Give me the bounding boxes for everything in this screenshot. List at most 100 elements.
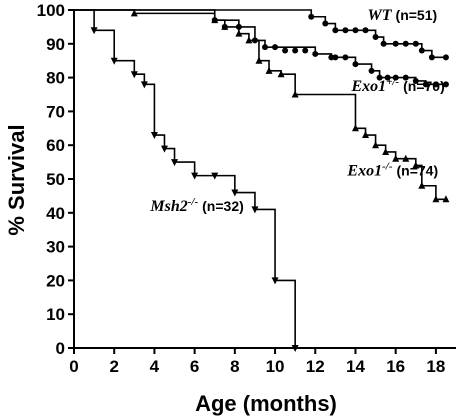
data-point [382, 147, 390, 155]
data-point [262, 44, 268, 51]
data-point [376, 74, 383, 81]
series-genotype-sup: -/- [188, 196, 199, 208]
data-point [211, 172, 219, 180]
data-point [160, 145, 168, 153]
x-tick-label: 18 [426, 357, 445, 376]
data-point [392, 74, 399, 81]
data-point [130, 71, 138, 79]
data-point [90, 27, 98, 35]
series-name: Exo1 [346, 163, 382, 180]
x-tick-label: 8 [230, 357, 239, 376]
series-name: Exo1 [350, 78, 386, 95]
data-point [191, 172, 199, 180]
data-point [277, 70, 285, 78]
series-2 [74, 9, 450, 203]
series-3 [74, 9, 299, 352]
data-point [372, 141, 380, 149]
y-tick-label: 50 [46, 170, 65, 189]
data-point [362, 27, 369, 34]
series-label: Exo1-/- (n=74) [346, 161, 438, 180]
data-point [352, 27, 359, 34]
data-point [245, 36, 253, 44]
y-tick-label: 100 [37, 1, 65, 20]
series-count: (n=51) [396, 7, 438, 23]
data-point [392, 154, 400, 162]
data-point [308, 13, 315, 20]
y-tick-label: 40 [46, 204, 65, 223]
data-point [231, 189, 239, 197]
series-name: Msh2 [149, 198, 187, 215]
data-point [271, 277, 279, 285]
x-tick-label: 16 [386, 357, 405, 376]
data-point [412, 40, 419, 47]
data-point [418, 181, 426, 189]
y-tick-label: 90 [46, 35, 65, 54]
data-point [332, 27, 339, 34]
y-axis-title: % Survival [4, 124, 29, 235]
data-point [412, 161, 420, 169]
data-point [251, 206, 259, 214]
data-point [412, 77, 419, 84]
series-labels-layer: WT (n=51)Exo1+/- (n=70)Exo1-/- (n=74)Msh2-/… [149, 7, 444, 215]
data-point [110, 57, 118, 65]
y-tick-label: 20 [46, 271, 65, 290]
data-point [302, 47, 309, 54]
data-point [352, 61, 359, 68]
y-tick-label: 0 [56, 339, 65, 358]
x-tick-label: 6 [190, 357, 199, 376]
data-point [422, 81, 429, 88]
data-point [272, 44, 279, 51]
data-point [402, 40, 409, 47]
series-label: Exo1+/- (n=70) [350, 76, 444, 95]
data-point [402, 154, 410, 162]
x-tick-label: 4 [150, 357, 160, 376]
series-genotype-sup: -/- [382, 161, 393, 173]
x-tick-label: 14 [346, 357, 365, 376]
data-point [235, 29, 243, 37]
data-point [332, 54, 339, 61]
data-point [372, 34, 379, 41]
y-tick-label: 70 [46, 102, 65, 121]
data-point [392, 40, 399, 47]
series-count: (n=70) [403, 78, 445, 94]
data-point [291, 90, 299, 98]
data-point [130, 9, 138, 17]
data-point [265, 66, 273, 74]
axes-layer: 0 10 20 30 40 50 60 70 80 90 100 0 2 4 6 8 10 12 14 16 18 [37, 1, 456, 376]
series-label: WT (n=51) [368, 7, 438, 24]
series-count: (n=32) [202, 198, 244, 214]
series-genotype-sup: +/- [386, 76, 399, 88]
data-point [428, 54, 435, 61]
data-point [211, 16, 219, 24]
data-point [432, 195, 440, 203]
data-point [351, 124, 359, 132]
y-tick-label: 60 [46, 136, 65, 155]
series-label: Msh2-/- (n=32) [149, 196, 243, 215]
data-point [384, 74, 391, 81]
x-tick-label: 10 [266, 357, 285, 376]
y-tick-label: 80 [46, 69, 65, 88]
data-point [380, 40, 387, 47]
data-point [282, 47, 289, 54]
data-point [322, 20, 329, 27]
data-point [171, 159, 179, 167]
series-name: WT [368, 7, 393, 24]
data-point [292, 47, 299, 54]
data-point [402, 74, 409, 81]
series-count: (n=74) [396, 163, 438, 179]
y-tick-label: 10 [46, 305, 65, 324]
data-point [362, 131, 370, 139]
x-tick-label: 2 [109, 357, 118, 376]
data-point [418, 47, 425, 54]
x-tick-label: 0 [69, 357, 78, 376]
series-0 [74, 9, 449, 61]
data-point [442, 195, 450, 203]
data-point [432, 81, 439, 88]
data-point [221, 22, 229, 30]
series-layer [74, 9, 450, 352]
data-point [312, 50, 319, 57]
data-point [442, 54, 449, 61]
y-tick-label: 30 [46, 238, 65, 257]
data-point [368, 67, 375, 74]
